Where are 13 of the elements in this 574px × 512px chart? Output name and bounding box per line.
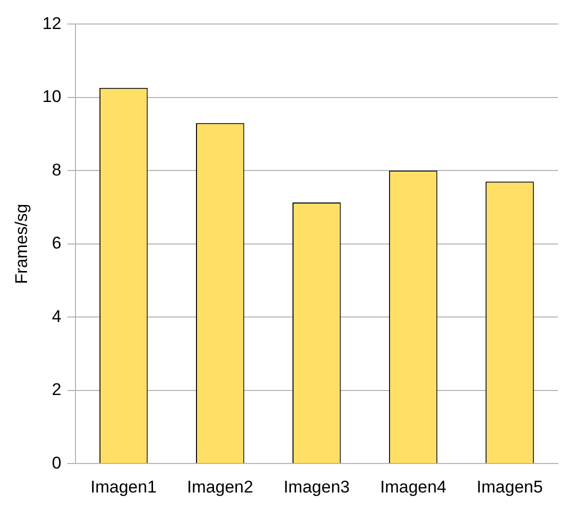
y-tick-label: 8 — [52, 160, 62, 180]
x-tick-label: Imagen2 — [187, 477, 254, 496]
y-axis-title: Frames/sg — [12, 204, 31, 284]
y-tick-label: 6 — [52, 234, 62, 253]
y-tick-label: 10 — [42, 87, 62, 106]
x-tick-label: Imagen1 — [90, 477, 157, 496]
x-tick-label: Imagen3 — [284, 477, 350, 496]
y-tick-label: 12 — [42, 14, 62, 33]
y-tick-label: 2 — [52, 380, 62, 400]
x-tick-label: Imagen4 — [380, 477, 446, 496]
y-tick-label: 0 — [52, 453, 62, 472]
x-tick-label: Imagen5 — [476, 477, 543, 496]
y-tick-label: 4 — [52, 306, 62, 326]
